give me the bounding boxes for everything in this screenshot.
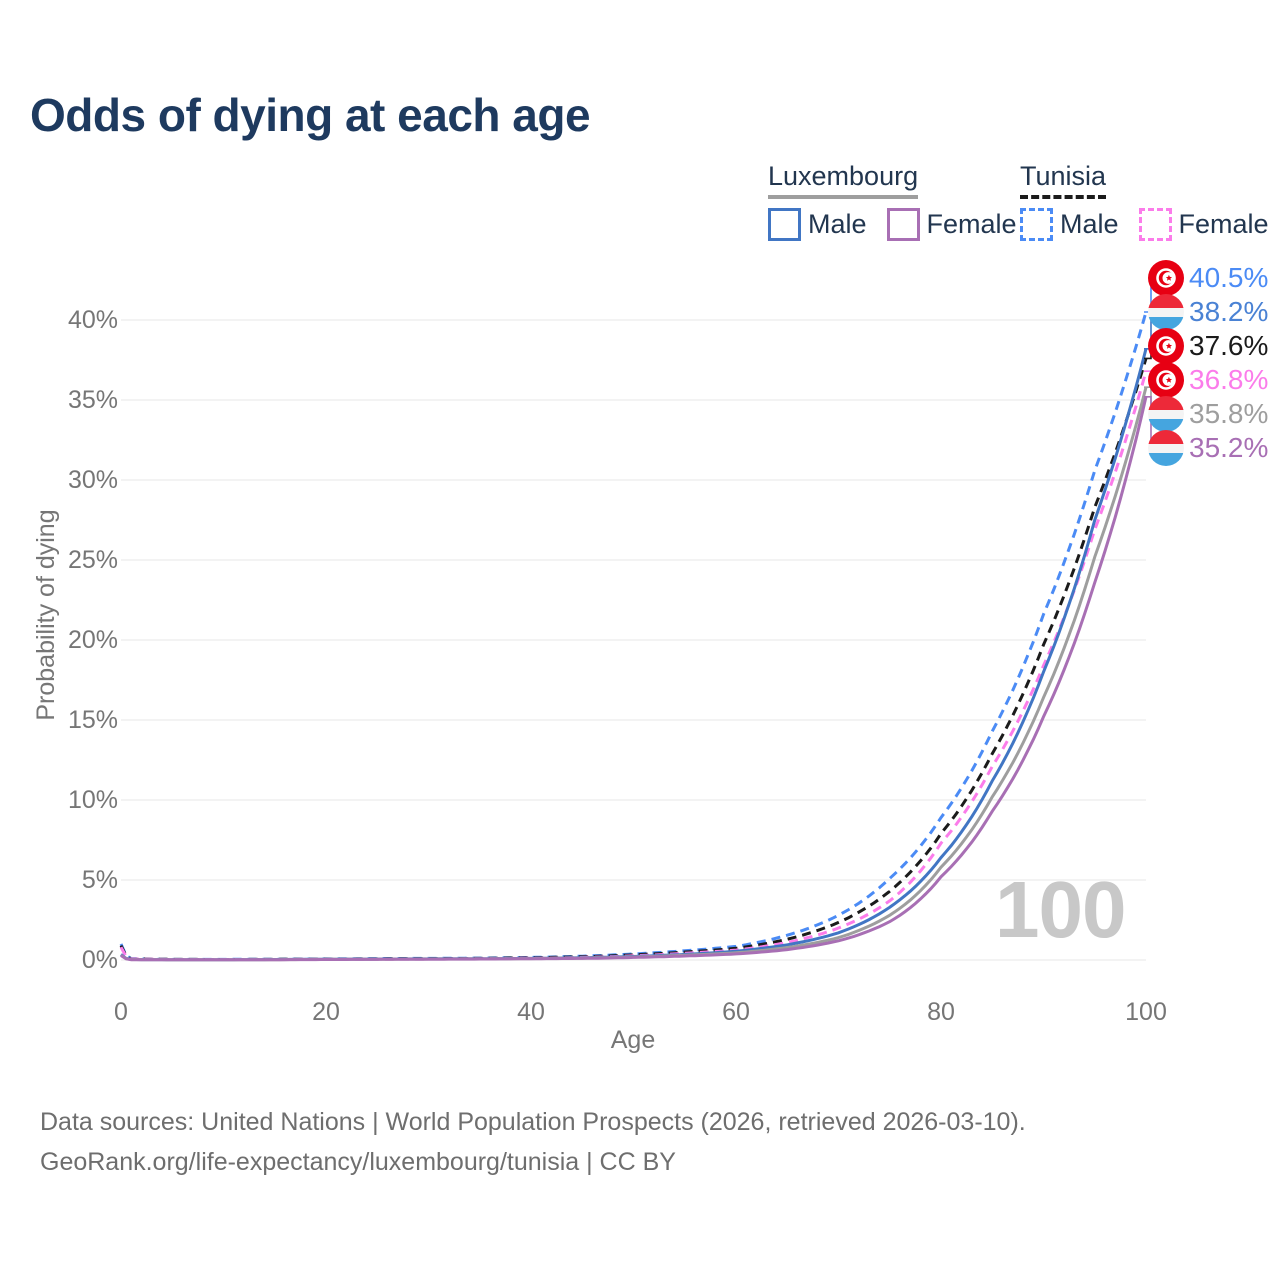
- end-label-value: 40.5%: [1189, 262, 1269, 293]
- tunisia-flag-icon: [1148, 328, 1184, 364]
- luxembourg-female-line: [120, 396, 1148, 962]
- luxembourg-male-swatch-icon[interactable]: [768, 208, 801, 241]
- end-label-row: 35.8%: [1148, 396, 1268, 432]
- age-watermark: 100: [995, 865, 1126, 954]
- luxembourg-flag-icon: [1148, 396, 1184, 432]
- tunisia-flag-icon: [1148, 260, 1184, 296]
- end-label-value: 37.6%: [1189, 330, 1269, 361]
- end-label-value: 35.8%: [1189, 398, 1269, 429]
- y-tick-label: 5%: [81, 866, 118, 894]
- legend-group-tunisia: Tunisia Male Female: [1020, 161, 1280, 241]
- luxembourg-female-swatch-icon[interactable]: [886, 208, 920, 241]
- y-tick-label: 0%: [81, 946, 118, 974]
- end-label-row: 37.6%: [1148, 328, 1268, 364]
- tunisia-male-swatch-icon[interactable]: [1020, 208, 1053, 241]
- x-axis-title: Age: [610, 1026, 656, 1054]
- end-label-value: 38.2%: [1189, 296, 1269, 327]
- x-tick-label: 0: [114, 998, 128, 1026]
- legend-label-luxembourg-female[interactable]: Female: [926, 209, 1017, 239]
- legend-label-tunisia-female[interactable]: Female: [1178, 209, 1269, 239]
- x-tick-label: 100: [1125, 998, 1167, 1026]
- y-tick-label: 10%: [67, 786, 118, 814]
- x-tick-label: 60: [722, 998, 750, 1026]
- end-label-value: 36.8%: [1189, 364, 1269, 395]
- luxembourg-all-line: [120, 386, 1148, 962]
- page-title: Odds of dying at each age: [30, 89, 591, 141]
- tunisia-male-line: [119, 311, 1148, 961]
- tunisia-female-line: [119, 370, 1148, 961]
- tunisia-flag-icon: [1148, 362, 1184, 398]
- legend-label-luxembourg-male[interactable]: Male: [808, 209, 867, 239]
- end-label-value: 35.2%: [1189, 432, 1269, 463]
- end-label-row: 36.8%: [1148, 362, 1268, 398]
- legend-label-tunisia-male[interactable]: Male: [1060, 209, 1119, 239]
- end-label-row: 35.2%: [1148, 430, 1268, 466]
- y-tick-label: 40%: [67, 306, 118, 334]
- legend-items-tunisia: Male Female: [1020, 208, 1280, 241]
- end-label-row: 40.5%: [1148, 260, 1268, 296]
- luxembourg-flag-icon: [1148, 430, 1184, 466]
- y-tick-label: 20%: [67, 626, 118, 654]
- tunisia-all-line: [119, 357, 1148, 961]
- y-tick-label: 25%: [67, 546, 118, 574]
- footer-source-line: Data sources: United Nations | World Pop…: [40, 1108, 1026, 1136]
- footer-link-line: GeoRank.org/life-expectancy/luxembourg/t…: [40, 1148, 676, 1176]
- end-label-row: 38.2%: [1148, 294, 1268, 330]
- luxembourg-flag-icon: [1148, 294, 1184, 330]
- y-tick-label: 30%: [67, 466, 118, 494]
- x-tick-label: 20: [312, 998, 340, 1026]
- tunisia-female-swatch-icon[interactable]: [1138, 208, 1172, 241]
- legend-title-tunisia[interactable]: Tunisia: [1020, 161, 1107, 199]
- legend-items-luxembourg: Male Female: [768, 208, 1037, 241]
- legend-title-luxembourg[interactable]: Luxembourg: [768, 161, 919, 199]
- legend-group-luxembourg: Luxembourg Male Female: [768, 161, 1037, 241]
- luxembourg-male-line: [120, 348, 1148, 962]
- x-tick-label: 80: [927, 998, 955, 1026]
- y-tick-label: 15%: [67, 706, 118, 734]
- x-tick-label: 40: [517, 998, 545, 1026]
- y-tick-label: 35%: [67, 386, 118, 414]
